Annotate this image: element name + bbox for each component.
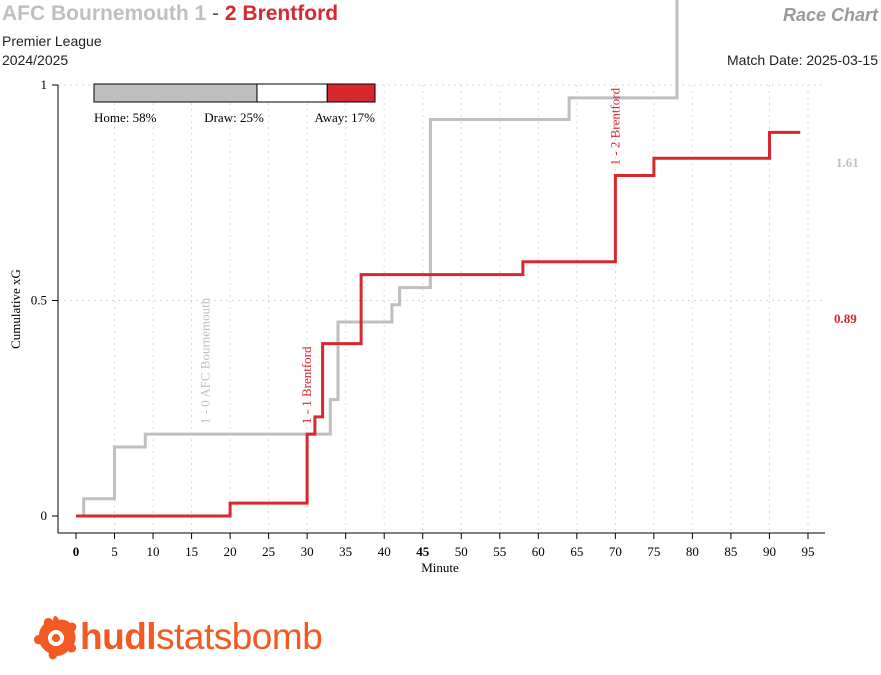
x-tick-label: 10 [147, 544, 160, 559]
hudl-statsbomb-logo: hudlstatsbomb [30, 612, 323, 662]
statsbomb-logo-icon [34, 616, 77, 660]
race-chart: 0 5 10 15 20 25 30 35 40 45 50 55 60 65 70 75 80 85 90 95 0 0… [8, 0, 859, 575]
x-tick-label: 85 [724, 544, 737, 559]
x-tick-label: 5 [111, 544, 118, 559]
match-title: AFC Bournemouth 1 - 2 Brentford [2, 2, 338, 26]
score-separator: - [212, 2, 220, 25]
away-score: 2 [224, 2, 237, 25]
y-tick-label: 0 [41, 508, 48, 523]
logo-wordmark: hudlstatsbomb [80, 616, 323, 658]
x-tick-label: 40 [378, 544, 391, 559]
goal-annotation: 1 - 1 Brentford [299, 346, 314, 424]
home-final-xg-label: 1.61 [836, 155, 859, 170]
away-team-name: Brentford [242, 2, 339, 25]
home-xg-line [76, 0, 679, 518]
x-tick-label: 0 [73, 544, 80, 559]
competition-label: Premier League [2, 33, 102, 49]
x-tick-label: 65 [570, 544, 583, 559]
away-xg-line [76, 130, 801, 518]
x-tick-label: 90 [763, 544, 776, 559]
y-tick-label: 0.5 [31, 293, 47, 308]
chart-series [76, 0, 801, 518]
chart-grid [58, 84, 825, 533]
y-tick-label: 1 [41, 77, 48, 92]
away-probability-segment [326, 83, 376, 103]
logo-word-regular: statsbomb [156, 616, 323, 657]
win-probability-bar: Home: 58% Draw: 25% Away: 17% [93, 83, 376, 125]
logo-word-bold: hudl [80, 616, 157, 657]
draw-probability-segment [256, 83, 328, 103]
home-score: 1 [194, 2, 207, 25]
season-label: 2024/2025 [2, 52, 69, 68]
x-tick-label: 45 [416, 544, 430, 559]
away-final-xg-label: 0.89 [834, 311, 857, 326]
x-tick-label: 50 [455, 544, 468, 559]
goal-annotation: 1 - 0 AFC Bournemouth [197, 297, 212, 424]
y-axis-title: Cumulative xG [8, 269, 23, 349]
chart-type-label: Race Chart [782, 5, 878, 25]
chart-ticks: 0 5 10 15 20 25 30 35 40 45 50 55 60 65 70 75 80 85 90 95 0 0… [31, 77, 815, 559]
away-probability-label: Away: 17% [314, 110, 375, 125]
x-tick-label: 35 [339, 544, 352, 559]
x-axis-title: Minute [421, 560, 459, 575]
x-tick-label: 70 [609, 544, 622, 559]
home-team-name: AFC Bournemouth [2, 2, 189, 25]
chart-annotations: 1 - 0 AFC Bournemouth 1 - 1 Brentford 1 - … [197, 87, 622, 424]
x-tick-label: 20 [224, 544, 237, 559]
home-probability-label: Home: 58% [94, 110, 157, 125]
x-tick-label: 80 [686, 544, 699, 559]
home-probability-segment [93, 83, 258, 103]
draw-probability-label: Draw: 25% [204, 110, 264, 125]
x-tick-label: 30 [301, 544, 314, 559]
chart-axes [57, 85, 825, 534]
match-date-label: Match Date: 2025-03-15 [727, 52, 878, 68]
x-tick-label: 55 [493, 544, 506, 559]
x-tick-label: 95 [801, 544, 814, 559]
x-tick-label: 60 [532, 544, 545, 559]
goal-annotation: 1 - 2 Brentford [607, 87, 622, 165]
x-tick-label: 75 [647, 544, 660, 559]
x-tick-label: 15 [185, 544, 198, 559]
x-tick-label: 25 [262, 544, 275, 559]
